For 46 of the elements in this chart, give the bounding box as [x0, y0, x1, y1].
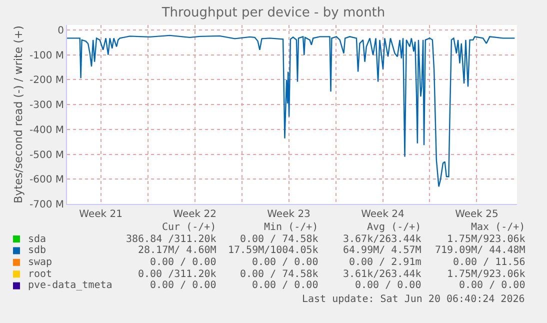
text: 0.00 / 0.00: [150, 280, 216, 291]
text: 0.00 / 0.00: [150, 257, 216, 268]
y-tick-label: 0: [58, 25, 64, 36]
text: 0.00 / 0.00: [459, 280, 526, 291]
text: 17.59M/1004.05k: [228, 245, 318, 256]
text: 0.00 / 0.00: [252, 280, 318, 291]
text: Avg (-/+): [367, 222, 422, 233]
text: 0.00 / 74.58k: [240, 269, 318, 280]
text: 1.75M/923.06k: [447, 269, 526, 280]
text: 0.00 /311.20k: [138, 269, 216, 280]
text: 0.00 / 2.91m: [349, 257, 422, 268]
x-tick-label: Week 21: [79, 209, 122, 220]
text: Cur (-/+): [162, 222, 216, 233]
y-tick-label: -700 M: [29, 200, 64, 210]
chart-title: Throughput per device - by month: [160, 6, 386, 21]
x-tick-label: Week 24: [361, 209, 404, 220]
text: Max (-/+): [471, 222, 526, 233]
text: 64.99M/ 4.57M: [343, 245, 422, 256]
text: 386.84 /311.20k: [126, 234, 216, 245]
y-tick-label: -300 M: [29, 100, 64, 112]
y-tick-label: -500 M: [29, 150, 64, 161]
x-tick-label: Week 22: [173, 209, 216, 220]
text: 0.00 / 74.58k: [240, 234, 318, 245]
legend-label: root: [28, 269, 52, 280]
text: 28.17M/ 4.60M: [138, 245, 216, 256]
text: 0.00 / 0.00: [252, 257, 318, 268]
text: 3.67k/263.44k: [343, 234, 422, 245]
legend-label: pve-data_tmeta: [28, 280, 112, 291]
text: 719.09M/ 44.48M: [435, 245, 526, 256]
text: 1.75M/923.06k: [447, 234, 526, 245]
x-tick-label: Week 23: [267, 209, 310, 220]
y-tick-label: -400 M: [29, 124, 64, 136]
text: Min (-/+): [264, 222, 318, 233]
text: 3.61k/263.44k: [343, 269, 422, 280]
x-tick-label: Week 25: [455, 209, 498, 220]
y-tick-label: -100 M: [29, 50, 64, 62]
y-tick-label: -200 M: [29, 75, 64, 86]
legend-label: swap: [28, 257, 52, 268]
legend-label: sdb: [28, 245, 46, 256]
text: Last update: Sat Jun 20 06:40:24 2026: [302, 294, 525, 305]
line-series: [67, 34, 516, 188]
y-tick-label: -600 M: [29, 174, 64, 186]
text: 0.00 / 0.00: [355, 280, 422, 291]
legend-label: sda: [28, 234, 46, 245]
text: 0.00 / 11.56: [453, 257, 526, 268]
y-axis-title: Bytes/second read (-) / write (+): [12, 26, 26, 204]
